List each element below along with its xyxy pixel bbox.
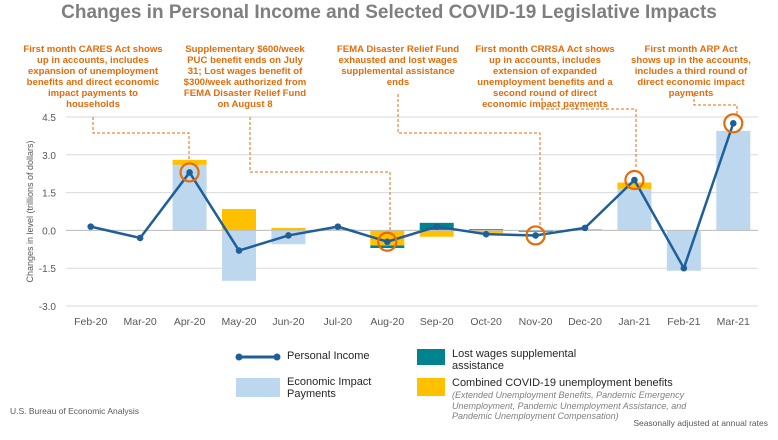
personal-income-point-mar-20 xyxy=(136,234,144,242)
personal-income-point-jul-20 xyxy=(334,223,342,230)
personal-income-point-aug-20 xyxy=(383,238,391,246)
legend-lost-wages-swatch xyxy=(417,349,445,365)
x-tick-label: Feb-21 xyxy=(667,316,700,328)
personal-income-point-dec-20 xyxy=(581,224,589,232)
annotation-leader xyxy=(249,117,391,230)
personal-income-point-sep-20 xyxy=(433,223,441,230)
x-tick-label: Jul-20 xyxy=(324,316,353,328)
legend-personal-income-swatch xyxy=(235,353,281,361)
x-tick-label: Jun-20 xyxy=(272,316,304,328)
annotation-leader xyxy=(541,98,637,168)
bar-lost-wages-supplemental-assistance-aug-20 xyxy=(370,245,405,249)
personal-income-point-may-20 xyxy=(235,247,243,254)
personal-income-point-nov-20 xyxy=(532,232,539,239)
personal-income-point-oct-20 xyxy=(482,230,490,238)
personal-income-point-jun-20 xyxy=(285,232,292,239)
bar-economic-impact-payments-apr-20 xyxy=(172,164,207,231)
y-axis-label: Changes in level (trillions of dollars) xyxy=(25,140,35,282)
chart-title: Changes in Personal Income and Selected … xyxy=(61,2,717,23)
legend-eip-swatch xyxy=(236,378,280,397)
y-tick-label: 0.0 xyxy=(42,226,56,237)
annotation-cares-act: First month CARES Act shows up in accoun… xyxy=(23,44,163,110)
bar-combined-covid-19-unemployment-benefits-sep-20 xyxy=(419,230,454,237)
legend-eip-label: Economic Impact Payments xyxy=(287,376,372,400)
x-tick-label: May-20 xyxy=(221,316,256,328)
highlight-circle-aug-20 xyxy=(377,231,398,252)
bar-combined-covid-19-unemployment-benefits-may-20 xyxy=(222,208,256,231)
bar-economic-impact-payments-jan-21 xyxy=(617,188,652,231)
highlight-circle-mar-21 xyxy=(723,113,744,134)
annotation-leader xyxy=(92,117,190,160)
legend-lost-wages-label: Lost wages supplemental assistance xyxy=(452,348,577,372)
annotation-leader xyxy=(397,94,541,226)
x-tick-label: Nov-20 xyxy=(519,316,553,328)
annotation-puc-end: Supplementary $600/week PUC benefit ends… xyxy=(183,44,307,110)
x-tick-label: Aug-20 xyxy=(370,316,404,328)
x-tick-label: Oct-20 xyxy=(470,316,502,328)
highlight-circle-jan-21 xyxy=(624,169,645,191)
y-tick-label: 4.5 xyxy=(42,113,56,124)
personal-income-point-feb-20 xyxy=(87,223,95,230)
x-tick-label: Apr-20 xyxy=(174,316,206,328)
x-tick-label: Mar-21 xyxy=(717,316,750,328)
source-note: U.S. Bureau of Economic Analysis xyxy=(10,406,139,416)
personal-income-line xyxy=(90,122,735,270)
y-tick-label: 1.5 xyxy=(42,189,56,200)
x-tick-label: Sep-20 xyxy=(420,316,454,328)
x-tick-label: Dec-20 xyxy=(568,316,602,328)
legend-unemployment-label: Combined COVID-19 unemployment benefits xyxy=(452,377,673,389)
highlight-circle-apr-20 xyxy=(179,162,200,183)
x-tick-label: Mar-20 xyxy=(124,316,157,328)
personal-income-point-jan-21 xyxy=(631,176,638,184)
x-tick-label: Feb-20 xyxy=(74,316,107,328)
legend-unemployment-swatch xyxy=(417,378,445,396)
annotation-fema-exhausted: FEMA Disaster Relief Fund exhausted and … xyxy=(336,44,460,88)
personal-income-point-feb-21 xyxy=(680,264,688,272)
legend-personal-income-label: Personal Income xyxy=(287,350,370,362)
legend-unemployment-note: (Extended Unemployment Benefits, Pandemi… xyxy=(452,390,687,421)
annotation-crrsa-act: First month CRRSA Act shows up in accoun… xyxy=(475,44,615,110)
highlight-circle-nov-20 xyxy=(525,225,546,246)
y-tick-label: 3.0 xyxy=(42,151,56,162)
personal-income-point-apr-20 xyxy=(186,169,193,176)
seasonal-note: Seasonally adjusted at annual rates xyxy=(633,418,768,428)
bar-economic-impact-payments-mar-21 xyxy=(716,130,751,231)
annotation-arp-act: First month ARP Act shows up in the acco… xyxy=(631,44,751,99)
x-tick-label: Jan-21 xyxy=(618,316,650,328)
bar-lost-wages-supplemental-assistance-oct-20 xyxy=(469,229,504,231)
y-tick-label: -3.0 xyxy=(39,302,57,313)
annotation-leader xyxy=(693,94,738,114)
personal-income-point-mar-21 xyxy=(729,120,737,127)
bar-lost-wages-supplemental-assistance-nov-20 xyxy=(518,230,553,232)
bar-combined-covid-19-unemployment-benefits-jan-21 xyxy=(617,182,652,189)
bar-economic-impact-payments-may-20 xyxy=(222,230,256,281)
y-tick-label: -1.5 xyxy=(39,264,57,275)
bar-combined-covid-19-unemployment-benefits-jun-20 xyxy=(271,227,306,231)
